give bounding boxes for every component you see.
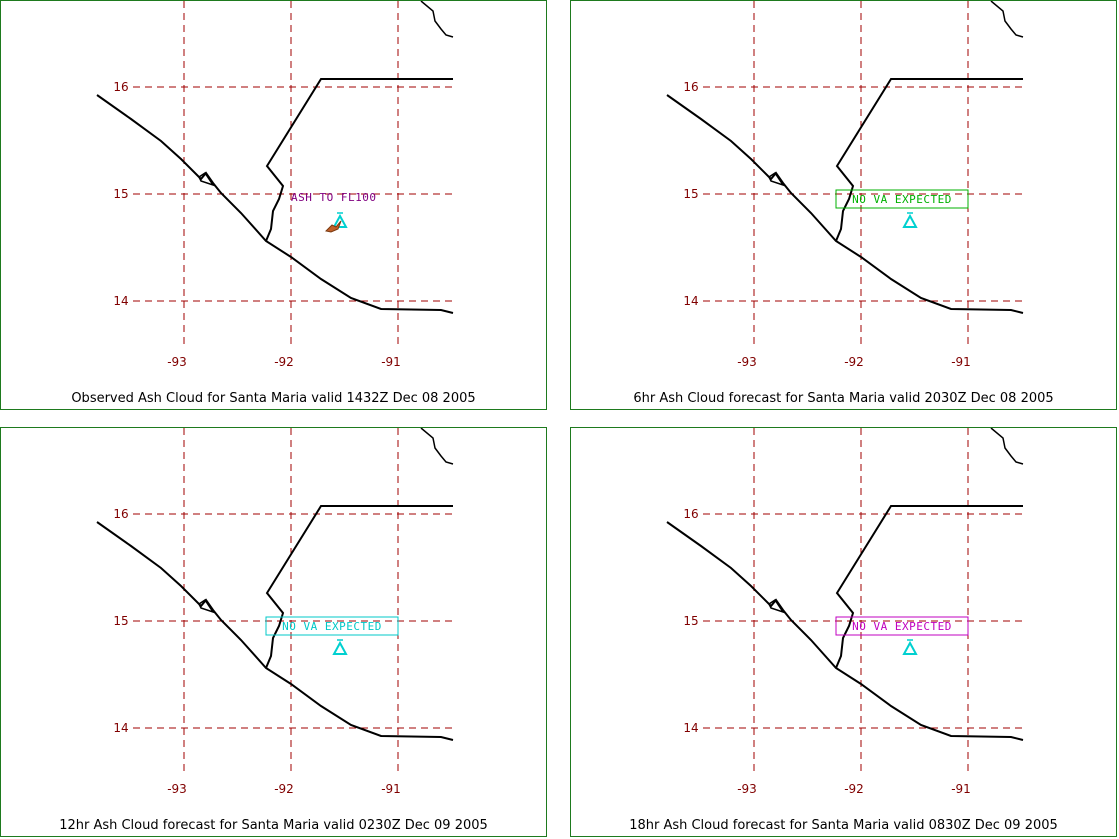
country-border: [835, 78, 1023, 242]
advisory-label: NO VA EXPECTED: [282, 620, 382, 633]
coastal-inlet: [768, 171, 785, 187]
longitude-label: -92: [844, 782, 864, 796]
country-border: [265, 78, 453, 242]
coastline: [96, 521, 454, 741]
coastline: [666, 94, 1024, 314]
map-forecast-12hr: -93 -92 -91 16 15 14 NO VA EXPECTED: [96, 428, 454, 796]
latitude-label: 14: [113, 294, 128, 308]
longitude-label: -91: [951, 782, 971, 796]
country-border: [835, 505, 1023, 669]
latitude-label: 16: [113, 80, 128, 94]
map-forecast-18hr: -93 -92 -91 16 15 14 NO VA EXPECTED: [666, 428, 1024, 796]
longitude-label: -91: [951, 355, 971, 369]
latitude-label: 16: [683, 80, 698, 94]
map-caption: 18hr Ash Cloud forecast for Santa Maria …: [629, 818, 1058, 833]
northern-coastline: [420, 428, 454, 465]
advisory-label: NO VA EXPECTED: [852, 193, 952, 206]
longitude-label: -91: [381, 782, 401, 796]
longitude-label: -91: [381, 355, 401, 369]
volcano-triangle-icon: [902, 639, 918, 655]
northern-coastline: [420, 1, 454, 38]
country-border: [265, 505, 453, 669]
longitude-label: -92: [274, 782, 294, 796]
coastline: [666, 521, 1024, 741]
ash-plume-icon: [324, 220, 342, 233]
volcano-triangle-icon: [902, 212, 918, 228]
coastal-inlet: [198, 598, 215, 614]
map-observed: -93 -92 -91 16 15 14 ASH TO FL100: [96, 1, 454, 369]
longitude-label: -93: [167, 782, 187, 796]
advisory-label: NO VA EXPECTED: [852, 620, 952, 633]
longitude-label: -92: [274, 355, 294, 369]
advisory-label-box: [835, 189, 969, 209]
latitude-label: 15: [113, 614, 128, 628]
map-forecast-6hr: -93 -92 -91 16 15 14 NO VA EXPECTED: [666, 1, 1024, 369]
volcano-triangle-icon: [332, 212, 348, 228]
panel-forecast-12hr: -93 -92 -91 16 15 14 NO VA EXPECTED 12hr Ash C…: [0, 427, 547, 837]
longitude-label: -93: [737, 355, 757, 369]
latitude-label: 15: [683, 187, 698, 201]
coastal-inlet: [768, 598, 785, 614]
latitude-label: 14: [683, 294, 698, 308]
map-caption: Observed Ash Cloud for Santa Maria valid…: [71, 391, 476, 406]
panel-forecast-18hr: -93 -92 -91 16 15 14 NO VA EXPECTED 18hr Ash C…: [570, 427, 1117, 837]
longitude-label: -93: [737, 782, 757, 796]
coastline: [96, 94, 454, 314]
volcano-triangle-icon: [332, 639, 348, 655]
latitude-label: 16: [113, 507, 128, 521]
advisory-label-box: [265, 616, 399, 636]
panel-observed: -93 -92 -91 16 15 14 ASH TO FL100 Observed Ash…: [0, 0, 547, 410]
advisory-label-box: [835, 616, 969, 636]
northern-coastline: [990, 428, 1024, 465]
latitude-label: 14: [113, 721, 128, 735]
latitude-label: 14: [683, 721, 698, 735]
panel-forecast-6hr: -93 -92 -91 16 15 14 NO VA EXPECTED 6hr Ash Cl…: [570, 0, 1117, 410]
coastal-inlet: [198, 171, 215, 187]
northern-coastline: [990, 1, 1024, 38]
map-caption: 6hr Ash Cloud forecast for Santa Maria v…: [633, 391, 1054, 406]
latitude-label: 15: [113, 187, 128, 201]
longitude-label: -93: [167, 355, 187, 369]
latitude-label: 15: [683, 614, 698, 628]
advisory-label: ASH TO FL100: [291, 191, 376, 204]
map-caption: 12hr Ash Cloud forecast for Santa Maria …: [59, 818, 488, 833]
longitude-label: -92: [844, 355, 864, 369]
latitude-label: 16: [683, 507, 698, 521]
